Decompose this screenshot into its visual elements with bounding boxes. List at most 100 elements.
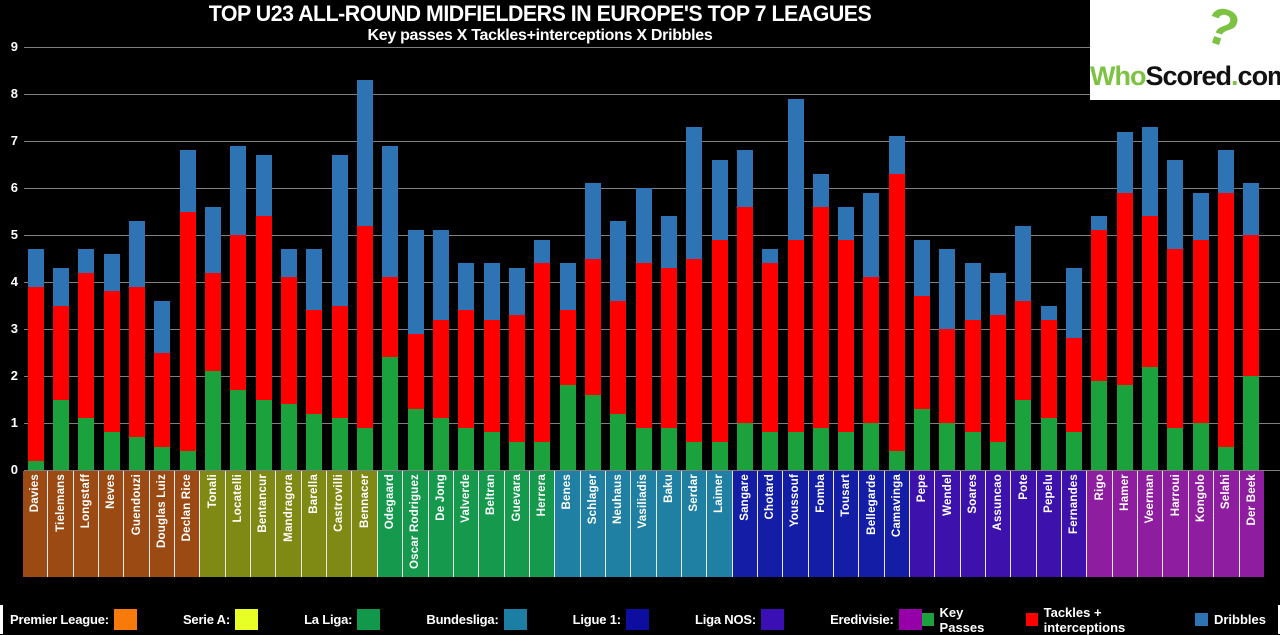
y-tick-label-4: 4 [10,274,18,289]
player-label-text: Guevara [510,474,523,522]
player-label-text: Soares [966,474,979,514]
bar-segment [812,206,829,428]
stacked-bar [382,145,399,470]
player-label: Rigo [1087,471,1113,577]
bar-segment [736,150,753,207]
bar-column [884,40,909,470]
stacked-bar [888,136,905,470]
player-label: Benes [555,471,581,577]
player-label: Guendouzi [124,471,150,577]
league-color-swatch [898,609,922,630]
player-label: Kongolo [1188,471,1215,577]
bar-segment [27,286,44,461]
bar-segment [939,249,956,329]
bar-segment [1015,225,1032,301]
bar-column [454,40,479,470]
bar-column [1011,40,1036,470]
bar-segment [407,230,424,334]
player-label-text: Bennacer [358,474,371,529]
player-label: Bentancur [251,471,277,577]
bar-column [504,40,529,470]
bar-segment [179,150,196,212]
player-label: Guevara [504,471,530,577]
stacked-bar [1243,183,1260,470]
stacked-bar [1192,192,1209,470]
player-label-text: Tonali [206,474,219,509]
player-label-text: Locatelli [231,474,244,523]
player-label: Wendel [935,471,961,577]
bar-segment [686,258,703,442]
bar-segment [382,357,399,470]
bar-column [580,40,605,470]
bar-segment [863,192,880,278]
bar-column [175,40,200,470]
bar-column [352,40,377,470]
logo-dot: . [1231,61,1238,91]
y-tick-label-1: 1 [10,415,18,430]
stacked-bar [255,155,272,470]
player-label: Youssouf [783,471,809,577]
legend-strip: Premier League: Serie A: La Liga: Bundeslig… [0,604,1280,635]
bar-segment [559,385,576,470]
stacked-bar [508,267,525,470]
player-label: Veerman [1138,471,1164,577]
stacked-bar [1218,150,1235,470]
series-legend-label: Dribbles [1213,612,1266,627]
bar-column [909,40,934,470]
bar-segment [762,263,779,433]
league-legend-item: Serie A: [183,609,258,630]
bar-column [834,40,859,470]
player-label: Assuncao [986,471,1012,577]
stacked-bar [1066,267,1083,470]
stacked-bar [483,263,500,470]
bar-column [1087,40,1112,470]
bar-segment [1167,249,1184,428]
bar-segment [306,310,323,414]
bar-segment [306,249,323,311]
stacked-bar [230,145,247,470]
gridline-1 [24,423,1280,424]
bar-segment [154,300,171,353]
stacked-bar [280,249,297,470]
bar-column [732,40,757,470]
player-label-text: Kongolo [1194,474,1207,523]
bar-segment [1066,267,1083,339]
player-label: Tonali [200,471,226,577]
league-legend-item: La Liga: [304,609,381,630]
bar-segment [204,206,221,273]
league-legend-label: Liga NOS: [694,612,756,627]
bar-segment [610,220,627,301]
bar-segment [508,441,525,470]
bar-segment [382,277,399,358]
stacked-bar [838,206,855,470]
bar-segment [686,441,703,470]
player-label: Camavinga [884,471,911,577]
series-legend-item: Key Passes [921,605,1006,635]
y-tick-label-3: 3 [10,321,18,336]
bar-segment [356,79,373,226]
bar-segment [990,314,1007,442]
player-label-text: Pote [1017,474,1030,500]
bar-segment [179,211,196,452]
bar-segment [1040,319,1057,419]
bar-segment [812,173,829,207]
gridline-8 [24,94,1280,95]
question-mark-icon: ? [1198,0,1247,61]
bar-segment [128,437,145,470]
player-label-text: Chotard [764,474,777,520]
chart-subtitle: Key passes X Tackles+interceptions X Dri… [367,27,713,44]
logo-who: Who [1090,61,1146,91]
bar-segment [990,272,1007,315]
player-label-text: Baku [662,474,675,503]
bar-column [302,40,327,470]
league-legend-item: Bundesliga: [426,609,527,630]
bar-segment [103,432,120,470]
bar-segment [838,206,855,240]
bar-column [808,40,833,470]
bar-segment [508,314,525,442]
player-label-text: Pepelu [1042,474,1055,513]
stacked-bar [204,206,221,470]
player-label-text: Serdar [688,474,701,512]
bar-segment [1091,216,1108,231]
bar-segment [306,413,323,470]
